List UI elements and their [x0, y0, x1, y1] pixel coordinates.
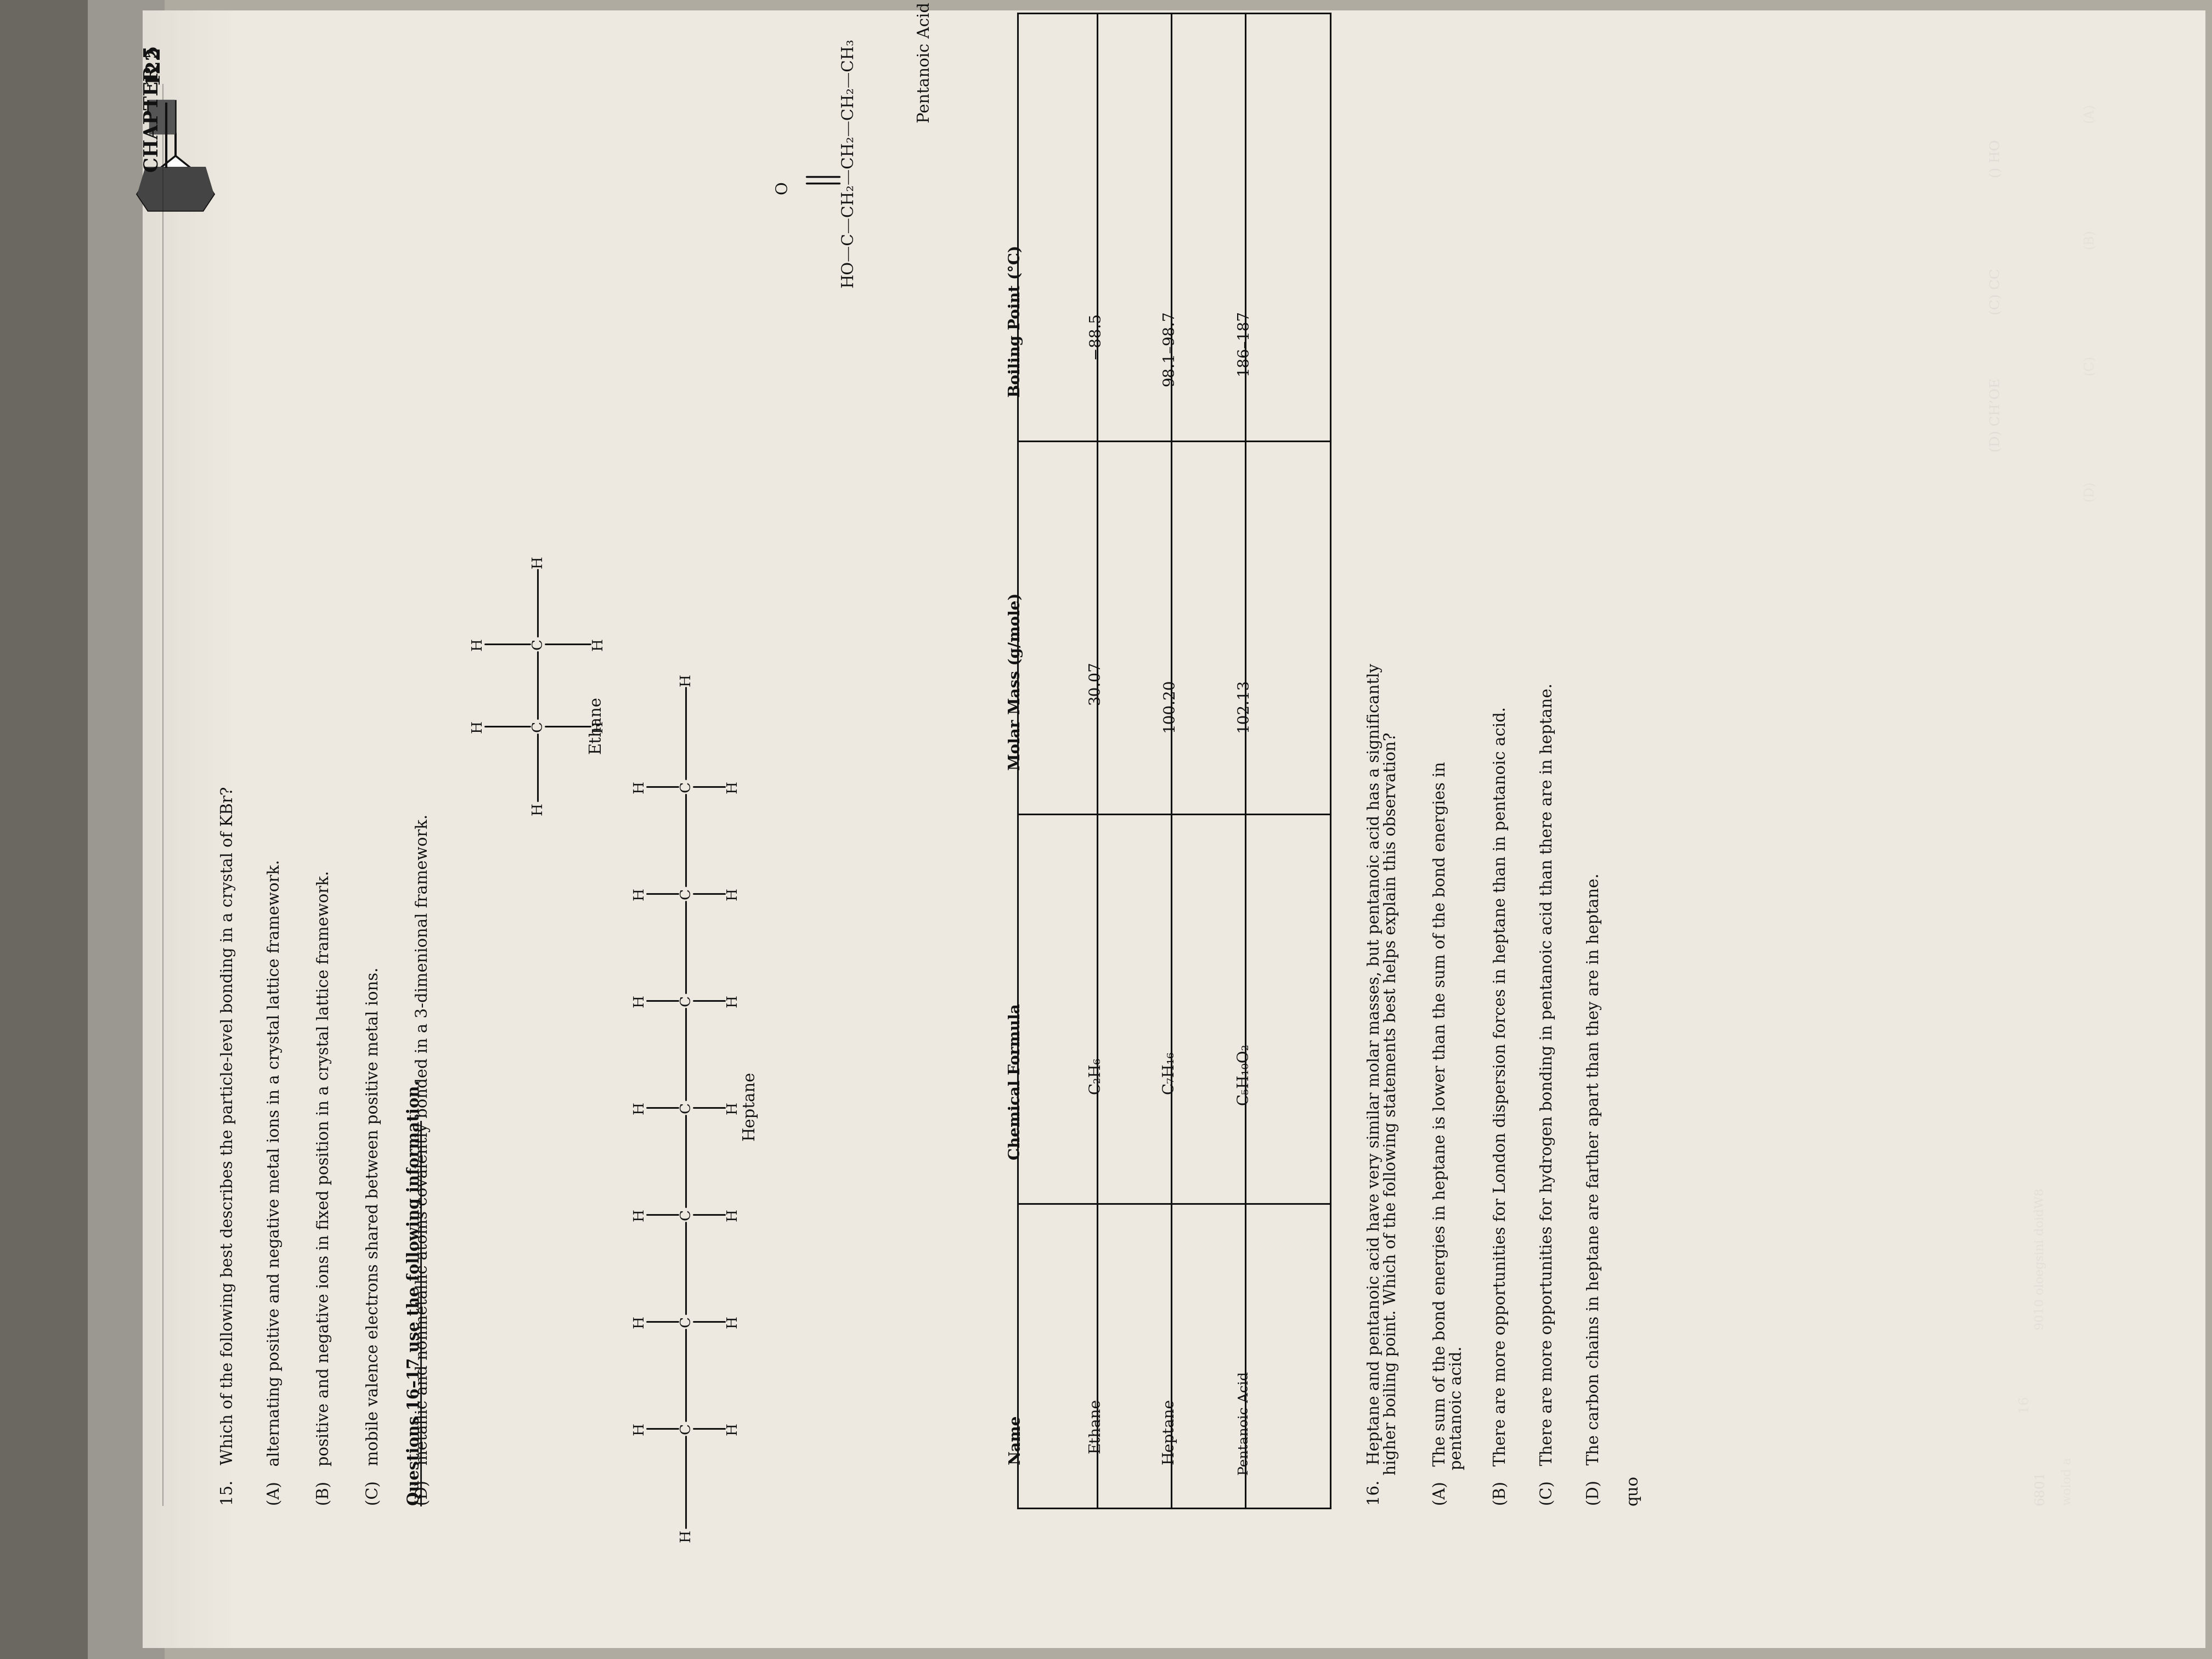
Text: C: C — [679, 1316, 692, 1327]
Text: (A): (A) — [2084, 103, 2095, 123]
Text: wolod a: wolod a — [2062, 1457, 2075, 1505]
Text: (C) CC: (C) CC — [1991, 269, 2002, 315]
Text: H: H — [726, 994, 739, 1007]
Text: (D): (D) — [2084, 481, 2095, 501]
Text: (B): (B) — [2084, 229, 2095, 249]
Text: H: H — [471, 720, 484, 733]
Text: O: O — [774, 181, 790, 194]
Text: H: H — [633, 888, 646, 901]
Polygon shape — [88, 0, 164, 1659]
Text: H: H — [531, 556, 544, 567]
Text: C₅H₁₀O₂: C₅H₁₀O₂ — [1237, 1044, 1250, 1105]
Text: H: H — [679, 1530, 692, 1541]
Text: Pentanoic Acid: Pentanoic Acid — [1239, 1372, 1250, 1475]
Text: 100.20: 100.20 — [1161, 679, 1177, 732]
Text: C: C — [679, 1102, 692, 1113]
Text: H: H — [726, 1422, 739, 1435]
Text: (A)   The sum of the bond energies in heptane is lower than the sum of the bond : (A) The sum of the bond energies in hept… — [1433, 761, 1449, 1505]
Text: Heptane: Heptane — [1161, 1399, 1177, 1465]
Text: −88.5: −88.5 — [1088, 312, 1104, 358]
Text: H: H — [591, 637, 604, 650]
Text: Boiling Point (°C): Boiling Point (°C) — [1009, 246, 1024, 397]
Text: 16: 16 — [2017, 1395, 2031, 1412]
Text: Heptane: Heptane — [741, 1072, 757, 1141]
Text: Name: Name — [1009, 1415, 1024, 1465]
Polygon shape — [142, 10, 2205, 1647]
Text: H: H — [633, 780, 646, 793]
Text: (B)   positive and negative ions in fixed position in a crystal lattice framewor: (B) positive and negative ions in fixed … — [316, 871, 332, 1505]
Polygon shape — [137, 168, 215, 211]
Text: C: C — [531, 722, 544, 732]
Text: H: H — [633, 1422, 646, 1435]
Polygon shape — [148, 100, 175, 134]
Text: H: H — [591, 720, 604, 733]
Text: CHAPTER 5: CHAPTER 5 — [144, 45, 161, 173]
Text: Ethane: Ethane — [1088, 1399, 1104, 1453]
Text: H: H — [726, 888, 739, 901]
Polygon shape — [142, 10, 146, 1647]
Text: C: C — [679, 1209, 692, 1219]
Text: pentanoic acid.: pentanoic acid. — [1449, 1345, 1464, 1505]
Text: C: C — [679, 781, 692, 793]
Text: higher boiling point. Which of the following statements best helps explain this : higher boiling point. Which of the follo… — [1383, 732, 1398, 1505]
Text: H: H — [726, 1208, 739, 1221]
Text: Chemical Formula: Chemical Formula — [1009, 1004, 1024, 1160]
Text: (D)   metallic and nonmetallic atoms covalently bonded in a 3-dimenional framewo: (D) metallic and nonmetallic atoms coval… — [416, 815, 431, 1505]
Text: H: H — [471, 637, 484, 650]
Text: H: H — [531, 803, 544, 815]
Text: H: H — [726, 780, 739, 793]
Polygon shape — [155, 10, 159, 1647]
Text: C: C — [679, 888, 692, 899]
Text: quo: quo — [1626, 1475, 1641, 1505]
Text: H: H — [726, 1102, 739, 1113]
Polygon shape — [146, 10, 150, 1647]
Text: (B)   There are more opportunities for London dispersion forces in heptane than : (B) There are more opportunities for Lon… — [1493, 707, 1509, 1505]
Text: 9010 oloegsini doidW8: 9010 oloegsini doidW8 — [2035, 1188, 2046, 1331]
Text: Pentanoic Acid: Pentanoic Acid — [918, 2, 933, 123]
Text: H: H — [633, 994, 646, 1007]
Text: 102.13: 102.13 — [1237, 679, 1250, 732]
Text: (C)   mobile valence electrons shared between positive metal ions.: (C) mobile valence electrons shared betw… — [365, 967, 380, 1505]
Text: H: H — [679, 674, 692, 687]
Text: 186–187: 186–187 — [1237, 309, 1250, 375]
Text: Ethane: Ethane — [588, 697, 604, 753]
Text: H: H — [633, 1316, 646, 1327]
Text: Questions 16–17 use the following information.: Questions 16–17 use the following inform… — [407, 1080, 422, 1505]
Text: (C)   There are more opportunities for hydrogen bonding in pentanoic acid than t: (C) There are more opportunities for hyd… — [1540, 684, 1555, 1505]
Text: 6801: 6801 — [2033, 1470, 2046, 1505]
Text: C: C — [679, 1423, 692, 1433]
Text: Molar Mass (g/mole): Molar Mass (g/mole) — [1009, 592, 1024, 770]
Text: C: C — [679, 995, 692, 1007]
Text: 16.   Heptane and pentanoic acid have very similar molar masses, but pentanoic a: 16. Heptane and pentanoic acid have very… — [1367, 664, 1383, 1505]
Text: () HO: () HO — [1991, 139, 2002, 178]
Text: (D)   The carbon chains in heptane are farther apart than they are in heptane.: (D) The carbon chains in heptane are far… — [1586, 873, 1601, 1505]
Text: H: H — [633, 1208, 646, 1221]
Text: 122: 122 — [144, 45, 161, 85]
Text: C₂H₆: C₂H₆ — [1088, 1057, 1104, 1093]
Polygon shape — [0, 0, 88, 1659]
Polygon shape — [150, 10, 155, 1647]
Text: (A)   alternating positive and negative metal ions in a crystal lattice framewor: (A) alternating positive and negative me… — [268, 859, 283, 1505]
Text: 98.1–98.7: 98.1–98.7 — [1161, 310, 1177, 387]
Text: C₇H₁₆: C₇H₁₆ — [1161, 1050, 1177, 1093]
Text: 30.07: 30.07 — [1088, 660, 1104, 705]
Text: (C): (C) — [2084, 355, 2095, 375]
Text: HO—C—CH₂—CH₂—CH₂—CH₃: HO—C—CH₂—CH₂—CH₂—CH₃ — [841, 38, 856, 287]
Text: (D) CH’OE: (D) CH’OE — [1991, 378, 2002, 451]
Text: 15.   Which of the following best describes the particle-level bonding in a crys: 15. Which of the following best describe… — [221, 786, 237, 1505]
Polygon shape — [137, 101, 215, 211]
Text: H: H — [726, 1316, 739, 1327]
Text: C: C — [531, 639, 544, 650]
Text: H: H — [633, 1102, 646, 1113]
